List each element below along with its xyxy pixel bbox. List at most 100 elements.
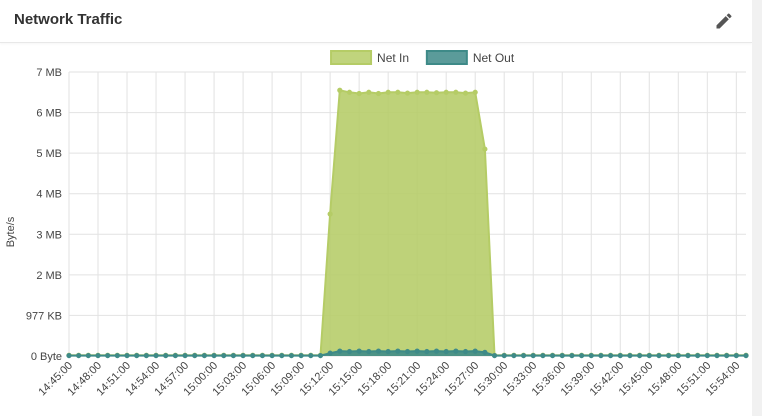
series-1-point-10	[163, 352, 169, 359]
series-1-point-41	[462, 348, 469, 355]
y-axis-label: Byte/s	[5, 216, 17, 247]
y-tick-label-0: 0 Byte	[31, 351, 62, 363]
series-0-point-43	[482, 146, 488, 152]
series-1-point-46	[511, 352, 517, 359]
series-1-point-4	[105, 352, 111, 359]
series-1-point-58	[627, 352, 633, 359]
series-1-point-36	[414, 348, 420, 354]
series-1-point-35	[404, 348, 411, 355]
chart-legend: Net In Net Out	[330, 50, 515, 65]
series-1-point-19	[250, 352, 256, 359]
series-1-point-12	[182, 352, 188, 359]
series-1-point-6	[124, 352, 130, 359]
series-1-point-9	[153, 352, 159, 359]
series-1-point-25	[308, 352, 314, 359]
x-axis-ticks: 14:45:0014:48:0014:51:0014:54:0014:57:00…	[36, 360, 742, 399]
series-1-point-70	[743, 352, 749, 359]
chart-series	[66, 87, 749, 359]
series-0-point-31	[366, 89, 372, 95]
series-0-point-41	[462, 90, 469, 96]
series-1-point-15	[211, 352, 217, 359]
series-0-point-39	[443, 89, 449, 95]
series-1-point-66	[704, 352, 710, 359]
series-0-point-34	[395, 89, 401, 95]
series-1-point-67	[714, 352, 720, 359]
panel-edge	[752, 0, 762, 416]
series-0-point-40	[453, 89, 459, 95]
legend-item-0[interactable]: Net In	[330, 50, 409, 65]
series-1-point-30	[356, 348, 362, 354]
series-1-point-60	[646, 352, 652, 359]
series-1-point-31	[366, 348, 372, 355]
series-1-point-2	[85, 352, 91, 359]
series-1-point-48	[530, 352, 536, 359]
legend-item-1[interactable]: Net Out	[425, 50, 515, 65]
y-axis-ticks: 0 Byte 977 KB 2 MB 3 MB 4 MB 5 MB 6 MB 7 MB	[26, 67, 62, 363]
series-1-point-53	[578, 352, 585, 359]
series-1-point-57	[617, 352, 623, 359]
series-1-point-56	[608, 352, 614, 359]
series-1-point-40	[453, 348, 459, 354]
series-1-point-21	[269, 352, 275, 359]
series-area-0	[69, 90, 746, 357]
series-1-point-14	[201, 352, 207, 359]
series-1-point-32	[375, 348, 382, 354]
series-0-point-36	[414, 89, 420, 95]
series-1-point-43	[482, 349, 488, 355]
series-1-point-28	[337, 348, 343, 354]
series-0-point-32	[375, 90, 382, 97]
series-1-point-24	[298, 352, 304, 359]
series-1-point-26	[317, 352, 324, 359]
series-0-point-37	[424, 89, 430, 95]
series-1-point-44	[491, 352, 498, 359]
series-1-point-18	[240, 352, 246, 359]
edit-button[interactable]	[712, 9, 736, 33]
series-1-point-22	[279, 352, 285, 359]
series-1-point-54	[588, 352, 594, 359]
series-1-point-61	[656, 352, 662, 359]
series-1-point-16	[221, 352, 227, 359]
card-title: Network Traffic	[14, 11, 123, 28]
series-1-point-23	[288, 352, 295, 359]
series-1-point-27	[327, 350, 333, 356]
series-1-point-39	[443, 348, 449, 355]
series-1-point-1	[76, 352, 82, 359]
series-1-point-50	[549, 352, 556, 359]
series-1-point-62	[666, 352, 672, 359]
series-0-point-35	[404, 90, 411, 96]
legend-swatch-1	[425, 50, 468, 65]
series-1-point-65	[695, 352, 701, 359]
series-0-point-27	[327, 211, 333, 217]
card-header: Network Traffic	[0, 0, 752, 43]
y-tick-label-4: 4 MB	[36, 189, 62, 201]
series-1-point-3	[95, 352, 101, 359]
series-1-point-63	[675, 352, 681, 359]
series-1-point-13	[192, 352, 198, 359]
series-1-point-42	[472, 348, 478, 354]
series-1-point-55	[598, 352, 604, 359]
y-tick-label-1: 977 KB	[26, 310, 62, 322]
series-0-point-29	[346, 89, 353, 95]
y-tick-label-3: 3 MB	[36, 229, 62, 241]
series-1-point-38	[433, 348, 440, 354]
y-tick-label-6: 6 MB	[36, 108, 62, 120]
series-1-point-20	[259, 352, 266, 359]
series-1-point-52	[569, 352, 575, 359]
series-1-point-51	[559, 352, 565, 359]
y-tick-label-5: 5 MB	[36, 148, 62, 160]
series-0-point-42	[472, 89, 478, 95]
series-1-point-11	[172, 352, 178, 359]
series-0-point-38	[433, 90, 440, 96]
series-1-point-68	[724, 352, 730, 359]
series-1-point-7	[134, 352, 140, 359]
series-0	[66, 87, 749, 358]
series-1-point-5	[114, 352, 120, 359]
series-0-point-30	[356, 90, 362, 97]
series-1-point-8	[143, 352, 149, 359]
traffic-chart: Net In Net Out 0 Byte 977 KB 2 MB 3 MB 4 MB 5 …	[5, 50, 749, 399]
series-1-point-29	[346, 348, 353, 355]
legend-label-1: Net Out	[473, 51, 515, 65]
series-1-point-45	[501, 352, 507, 359]
pencil-icon	[716, 13, 732, 29]
